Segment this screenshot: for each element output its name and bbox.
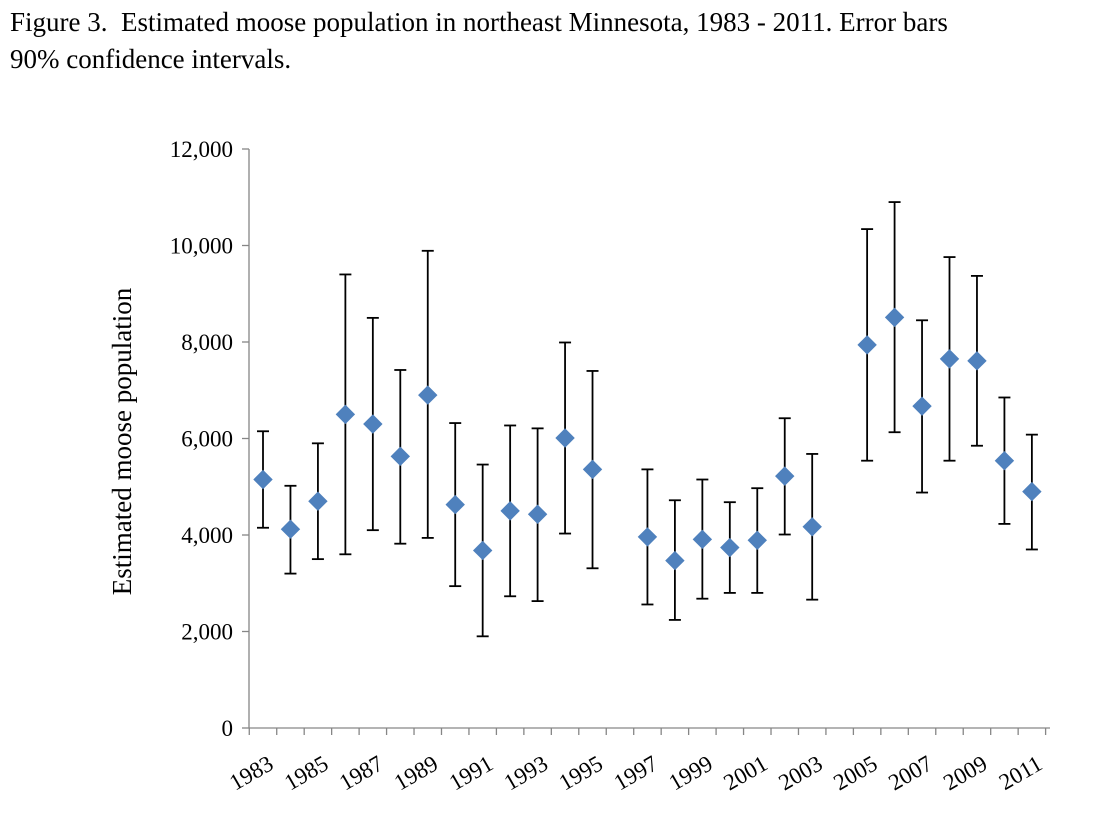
data-markers	[253, 307, 1042, 571]
x-tick-label: 2009	[939, 751, 991, 796]
data-point-marker	[253, 469, 273, 490]
y-axis-title: Estimated moose population	[107, 287, 137, 595]
x-tick-label: 2011	[995, 751, 1047, 795]
x-tick-label: 1999	[665, 751, 717, 796]
x-tick-label: 1995	[555, 751, 607, 796]
data-point-marker	[747, 530, 767, 551]
x-tick-label: 2007	[884, 751, 936, 796]
y-tick-label: 8,000	[181, 330, 233, 355]
y-tick-label: 12,000	[170, 137, 233, 162]
data-point-marker	[665, 550, 685, 571]
data-point-marker	[335, 404, 356, 425]
x-tick-label: 1991	[445, 751, 497, 796]
data-point-marker	[912, 396, 932, 416]
y-tick-label: 6,000	[181, 427, 233, 452]
data-point-marker	[445, 494, 465, 515]
x-tick-label: 2005	[829, 751, 881, 796]
data-point-marker	[857, 335, 877, 355]
data-point-marker	[308, 491, 328, 511]
data-point-marker	[884, 307, 905, 328]
x-tick-label: 1985	[280, 751, 332, 796]
data-point-marker	[280, 519, 301, 539]
data-point-marker	[555, 428, 575, 448]
figure-caption: Figure 3. Estimated moose population in …	[10, 7, 948, 74]
data-point-marker	[939, 349, 960, 369]
data-point-marker	[472, 540, 493, 561]
data-point-marker	[390, 446, 411, 467]
y-tick-label: 10,000	[170, 234, 233, 259]
data-point-marker	[500, 501, 520, 521]
data-point-marker	[692, 529, 713, 550]
x-tick-label: 1983	[225, 751, 277, 796]
data-point-marker	[582, 459, 603, 480]
data-point-marker	[527, 504, 548, 524]
data-point-marker	[720, 537, 740, 558]
x-tick-label: 1993	[500, 751, 552, 796]
x-tick-label: 1987	[335, 751, 387, 796]
data-point-marker	[802, 517, 822, 537]
x-tick-label: 1989	[390, 751, 442, 796]
y-tick-label: 2,000	[181, 620, 233, 645]
chart-axes	[248, 149, 1050, 729]
x-tick-label: 1997	[610, 751, 662, 796]
data-point-marker	[994, 450, 1015, 471]
data-point-marker	[967, 351, 987, 371]
data-point-marker	[637, 527, 658, 547]
x-tick-label: 2001	[719, 751, 771, 796]
x-tick-label: 2003	[774, 751, 826, 796]
y-tick-label: 0	[222, 716, 234, 741]
data-point-marker	[1022, 481, 1042, 502]
data-point-marker	[363, 414, 383, 434]
data-point-marker	[775, 466, 795, 486]
y-tick-label: 4,000	[181, 523, 233, 548]
data-point-marker	[418, 385, 438, 405]
